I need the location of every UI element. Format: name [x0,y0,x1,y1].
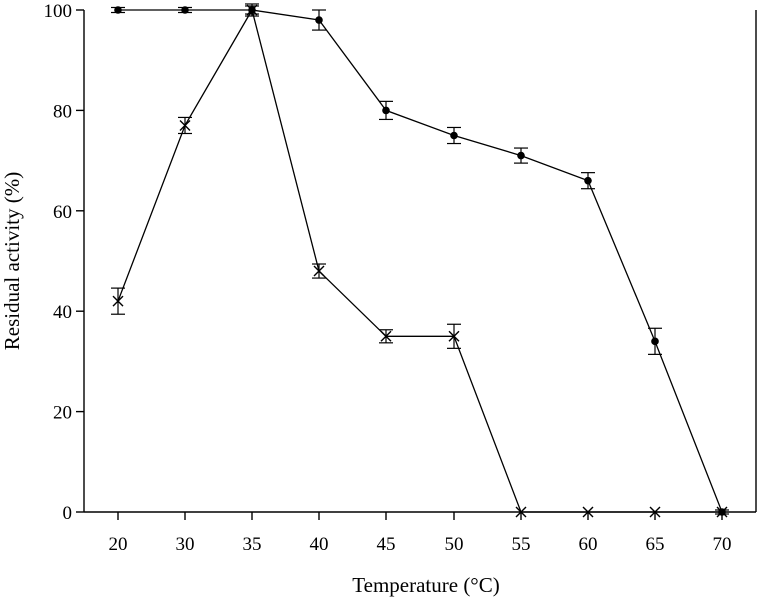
y-tick-label: 100 [44,1,73,22]
series-line [117,8,722,513]
data-point-cross [112,295,124,307]
cross-stroke [380,330,392,342]
cross-stroke [313,265,325,277]
y-tick-label: 0 [63,503,73,524]
data-point-cross [582,506,594,518]
y-tick-label: 80 [53,101,72,122]
x-tick-label: 45 [377,534,396,555]
x-tick-label: 60 [579,534,598,555]
data-point-circle [114,6,122,14]
ticks: 0 20 40 60 80 100 20 30 35 40 45 50 55 60 65 70 [44,1,732,555]
series-circle [111,5,729,516]
x-axis-label: Temperature (°C) [352,573,499,597]
data-point-cross [716,506,728,518]
series-cross [111,3,728,518]
y-tick-label: 40 [53,302,72,323]
data-point-circle [450,131,458,140]
y-tick-label: 60 [53,202,72,223]
y-tick-label: 20 [53,403,72,424]
cross-stroke [448,330,460,342]
data-point-circle [584,176,592,185]
x-tick-label: 55 [512,534,531,555]
data-point-cross [380,330,392,342]
data-point-cross [515,506,527,518]
data-point-cross [246,4,258,16]
series-layer [111,3,729,518]
cross-stroke [649,506,661,518]
y-axis-label: Residual activity (%) [0,172,24,350]
cross-stroke [716,506,728,518]
data-point-circle [181,6,189,14]
data-point-cross [313,265,325,277]
cross-stroke [582,506,594,518]
series-line [118,9,723,513]
x-tick-label: 70 [713,534,732,555]
x-tick-label: 50 [445,534,464,555]
data-point-cross [179,119,191,131]
data-point-cross [448,330,460,342]
cross-stroke [112,295,124,307]
x-tick-label: 40 [310,534,329,555]
x-tick-label: 65 [646,534,665,555]
x-tick-label: 35 [243,534,262,555]
cross-stroke [515,506,527,518]
axes [83,10,757,513]
data-point-circle [382,106,390,115]
cross-stroke [246,4,258,16]
x-tick-label: 20 [109,534,128,555]
data-point-circle [651,337,659,346]
data-point-circle [517,151,525,160]
data-point-circle [315,16,323,24]
data-point-cross [649,506,661,518]
cross-stroke [179,119,191,131]
x-tick-label: 30 [176,534,195,555]
